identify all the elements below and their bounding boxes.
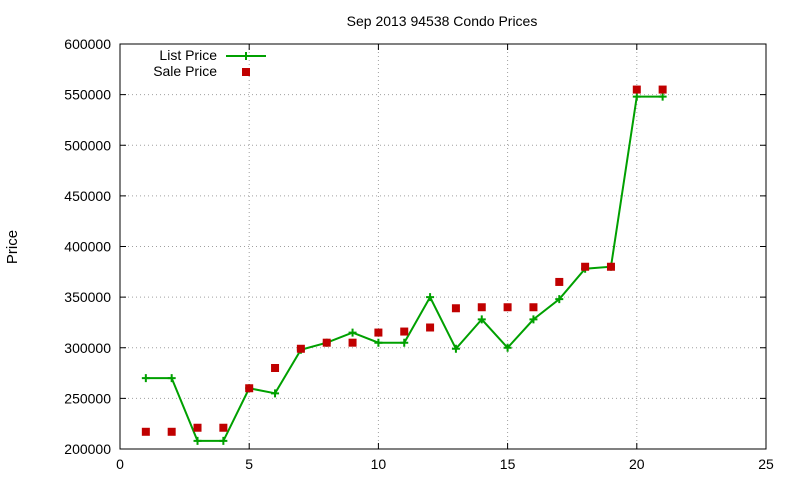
list-price-point: [658, 92, 667, 101]
list-price-point: [348, 328, 357, 337]
list-price-point: [400, 338, 409, 347]
sale-price-point: [529, 303, 538, 312]
x-tick-label: 5: [245, 456, 253, 472]
y-tick-label: 400000: [64, 239, 111, 255]
sale-price-point: [348, 338, 357, 347]
sale-price-point: [658, 85, 667, 94]
sale-price-point: [451, 304, 460, 313]
sale-price-point: [581, 262, 590, 271]
y-axis-label: Price: [4, 230, 21, 264]
legend-label-sale-price: Sale Price: [153, 63, 217, 79]
sale-price-point: [632, 85, 641, 94]
list-price-point: [632, 92, 641, 101]
sale-price-point: [400, 327, 409, 336]
y-tick-label: 250000: [64, 390, 111, 406]
sale-price-point: [503, 303, 512, 312]
list-price-point: [477, 315, 486, 324]
list-price-point: [529, 315, 538, 324]
sale-price-point: [426, 323, 435, 332]
y-tick-label: 550000: [64, 87, 111, 103]
chart-title: Sep 2013 94538 Condo Prices: [347, 13, 538, 29]
plot-series: [141, 85, 667, 445]
y-tick-label: 500000: [64, 137, 111, 153]
sale-price-point: [322, 338, 331, 347]
sale-price-point: [271, 364, 280, 372]
x-tick-label: 10: [371, 456, 387, 472]
list-price-point: [374, 338, 383, 347]
sale-price-point: [219, 423, 228, 432]
y-tick-label: 600000: [64, 36, 111, 52]
legend-label-list-price: List Price: [159, 47, 217, 63]
legend-swatch-sale-price: [242, 68, 250, 76]
x-tick-label: 15: [500, 456, 516, 472]
y-tick-label: 300000: [64, 340, 111, 356]
y-tick-label: 200000: [64, 441, 111, 457]
y-tick-label: 350000: [64, 289, 111, 305]
sale-price-point: [141, 427, 150, 436]
list-price-point: [555, 295, 564, 304]
legend-swatch-list-price-marker: [242, 52, 250, 60]
sale-price-point: [245, 384, 254, 393]
x-tick-label: 20: [629, 456, 645, 472]
list-price-point: [271, 389, 280, 398]
sale-price-point: [193, 423, 202, 432]
sale-price-point: [606, 262, 615, 271]
list-price-point: [141, 374, 150, 383]
list-price-point: [503, 343, 512, 352]
sale-price-point: [555, 277, 564, 286]
sale-price-point: [374, 328, 383, 337]
list-price-point: [167, 374, 176, 383]
sale-price-point: [296, 344, 305, 353]
sale-price-point: [477, 303, 486, 312]
list-price-point: [426, 293, 435, 302]
grid: [120, 44, 766, 449]
x-tick-label: 25: [758, 456, 774, 472]
y-tick-label: 450000: [64, 188, 111, 204]
list-price-point: [193, 436, 202, 445]
list-price-point: [451, 344, 460, 353]
list-price-point: [219, 436, 228, 445]
axes: 0 5 10 15 20 25 200000 250000 300000 350000 400000…: [64, 36, 774, 472]
sale-price-point: [167, 427, 176, 436]
x-tick-label: 0: [116, 456, 124, 472]
